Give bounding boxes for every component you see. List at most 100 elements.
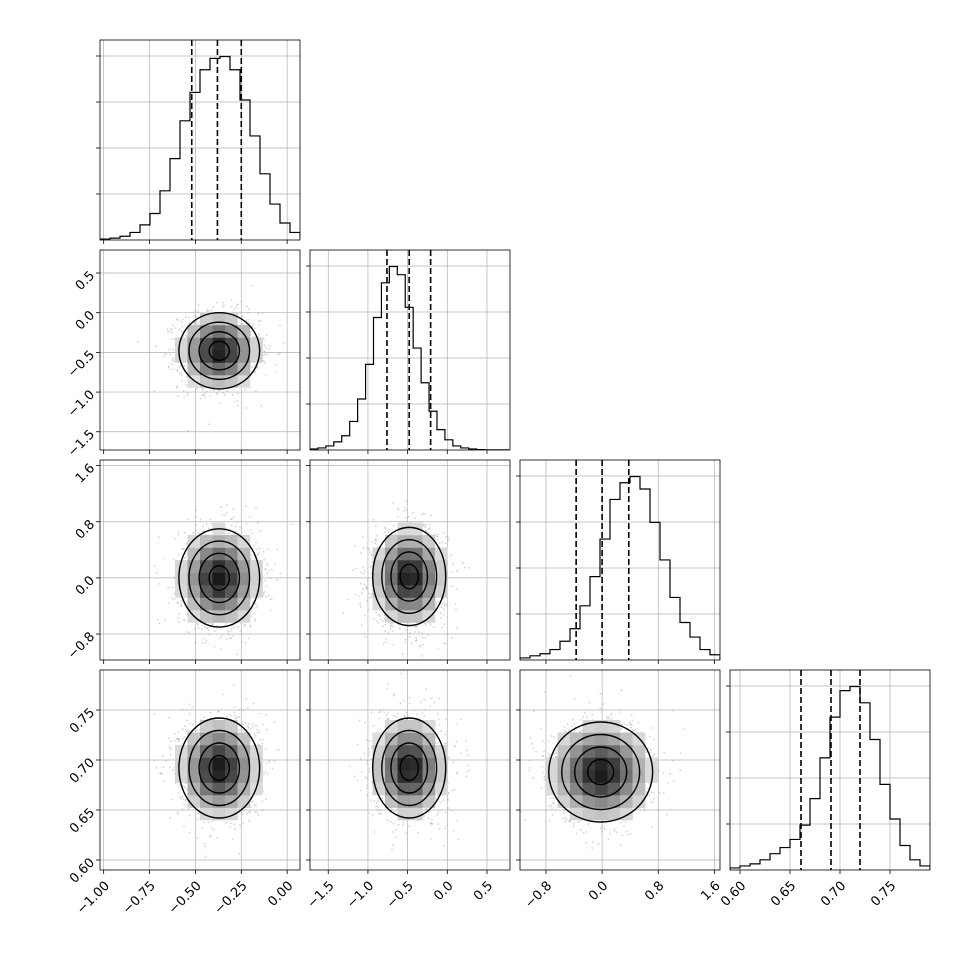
scatter-point — [171, 597, 174, 600]
contour-2-sigma — [178, 311, 261, 390]
scatter-point — [370, 595, 373, 598]
scatter-point — [263, 558, 266, 561]
scatter-point — [251, 366, 253, 369]
scatter-point — [383, 617, 386, 620]
scatter-point — [366, 546, 369, 549]
scatter-point — [260, 529, 263, 532]
scatter-point — [206, 308, 209, 311]
scatter-point — [243, 625, 246, 628]
scatter-point — [254, 618, 257, 620]
scatter-point — [234, 717, 237, 720]
density-cell — [225, 350, 238, 363]
scatter-point — [162, 557, 165, 560]
scatter-point — [392, 625, 394, 628]
density-cell — [250, 585, 263, 598]
scatter-point — [442, 608, 445, 611]
panel-plot-area — [100, 40, 300, 240]
scatter-point — [183, 619, 186, 621]
scatter-point — [246, 305, 248, 308]
scatter-point — [456, 569, 458, 572]
scatter-point — [249, 624, 252, 627]
y-tick-label: −0.8 — [65, 629, 98, 662]
scatter-point — [389, 622, 392, 625]
scatter-point — [262, 550, 265, 553]
scatter-point — [206, 310, 208, 313]
scatter-point — [360, 624, 363, 626]
scatter-point — [205, 639, 208, 642]
density-cell — [175, 585, 188, 598]
histogram-step — [310, 265, 510, 450]
contour-0.5-sigma — [399, 563, 420, 590]
scatter-point — [165, 354, 168, 356]
scatter-point — [173, 592, 176, 595]
density-cell — [212, 585, 226, 598]
scatter-point — [420, 655, 423, 657]
scatter-point — [196, 818, 199, 821]
scatter-point — [370, 584, 373, 587]
scatter-point — [447, 538, 450, 541]
scatter-point — [440, 602, 443, 605]
scatter-point — [260, 404, 263, 407]
scatter-point — [379, 615, 381, 618]
scatter-point — [195, 516, 198, 518]
scatter-point — [392, 644, 395, 646]
scatter-point — [259, 319, 262, 322]
scatter-point — [157, 619, 160, 621]
scatter-point — [347, 598, 350, 601]
scatter-point — [455, 588, 458, 591]
scatter-point — [216, 391, 219, 394]
scatter-point — [408, 635, 411, 638]
scatter-point — [156, 571, 158, 574]
scatter-point — [186, 394, 189, 396]
density-cell — [237, 547, 251, 561]
scatter-point — [427, 662, 429, 664]
scatter-point — [239, 630, 242, 632]
scatter-point — [422, 643, 425, 646]
scatter-point — [183, 735, 186, 738]
panel-frame — [99, 249, 301, 451]
scatter-point — [256, 366, 259, 369]
scatter-point — [414, 631, 417, 633]
scatter-point — [205, 523, 208, 526]
scatter-point — [342, 611, 345, 614]
scatter-point — [388, 528, 391, 531]
density-cell — [175, 560, 188, 573]
scatter-point — [415, 639, 418, 642]
density-cell — [225, 325, 238, 338]
histogram-step — [520, 475, 720, 660]
scatter-point — [427, 634, 429, 636]
scatter-point — [423, 622, 426, 625]
scatter-point — [265, 334, 268, 336]
scatter-point — [369, 565, 372, 567]
scatter-point — [231, 518, 233, 521]
scatter-point — [390, 624, 392, 627]
scatter-point — [186, 391, 189, 394]
density-cell — [212, 312, 226, 326]
scatter-point — [262, 594, 265, 596]
scatter-point — [263, 362, 266, 364]
scatter-point — [195, 316, 198, 318]
scatter-point — [253, 612, 256, 615]
scatter-point — [291, 523, 294, 526]
scatter-point — [183, 396, 186, 399]
scatter-point — [374, 538, 377, 541]
scatter-point — [369, 597, 371, 600]
scatter-point — [443, 531, 445, 534]
scatter-point — [258, 333, 260, 336]
scatter-point — [209, 834, 212, 837]
scatter-point — [173, 598, 176, 601]
y-tick-label: −0.5 — [65, 348, 98, 381]
scatter-point — [172, 324, 175, 327]
scatter-point — [274, 363, 277, 366]
panel-1-1 — [306, 249, 511, 454]
scatter-point — [412, 511, 414, 514]
scatter-point — [213, 645, 216, 648]
scatter-point — [441, 541, 444, 544]
scatter-point — [254, 371, 257, 373]
scatter-point — [268, 569, 270, 572]
scatter-point — [196, 321, 198, 323]
panel-0-0 — [96, 39, 301, 244]
scatter-point — [195, 322, 198, 325]
scatter-point — [169, 348, 172, 350]
scatter-point — [188, 632, 191, 634]
